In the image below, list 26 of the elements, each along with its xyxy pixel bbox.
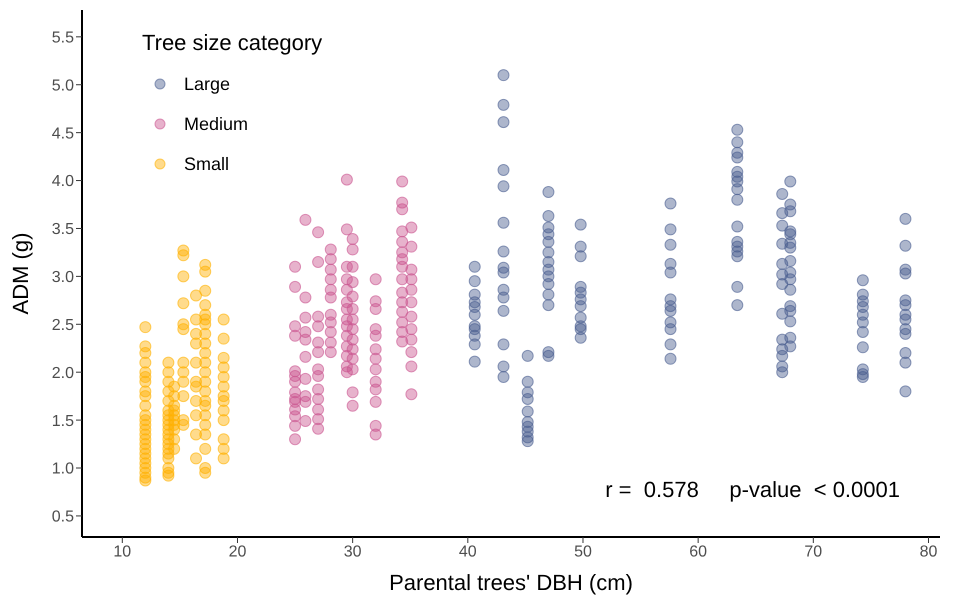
y-tick-label: 2.5 (52, 316, 74, 334)
x-tick-label: 40 (458, 543, 477, 560)
x-axis-title: Parental trees' DBH (cm) (389, 570, 633, 595)
x-tick-label: 10 (113, 543, 132, 560)
legend-label: Large (184, 74, 230, 94)
annotation: r = 0.578 p-value < 0.0001 (605, 477, 900, 503)
x-tick-label: 70 (804, 543, 822, 560)
legend-title: Tree size category (142, 30, 322, 56)
y-tick-label: 4.5 (52, 125, 74, 142)
x-tick-label: 30 (344, 543, 362, 560)
legend-label: Medium (184, 114, 248, 134)
y-tick-label: 3.0 (52, 269, 74, 286)
x-tick-label: 50 (574, 543, 592, 560)
y-tick-label: 2.0 (52, 364, 74, 382)
y-axis-title: ADM (g) (8, 232, 33, 314)
y-tick-label: 5.0 (52, 77, 74, 94)
x-tick-label: 60 (689, 543, 708, 560)
x-tick-label: 80 (920, 543, 938, 560)
y-tick-label: 5.5 (52, 30, 74, 47)
legend-label: Small (184, 154, 230, 174)
y-tick-label: 3.5 (52, 221, 74, 238)
y-tick-label: 4.0 (52, 173, 74, 190)
y-tick-label: 0.5 (52, 508, 74, 526)
y-tick-label: 1.5 (52, 412, 74, 430)
y-tick-label: 1.0 (52, 460, 74, 478)
x-tick-label: 20 (228, 543, 246, 560)
